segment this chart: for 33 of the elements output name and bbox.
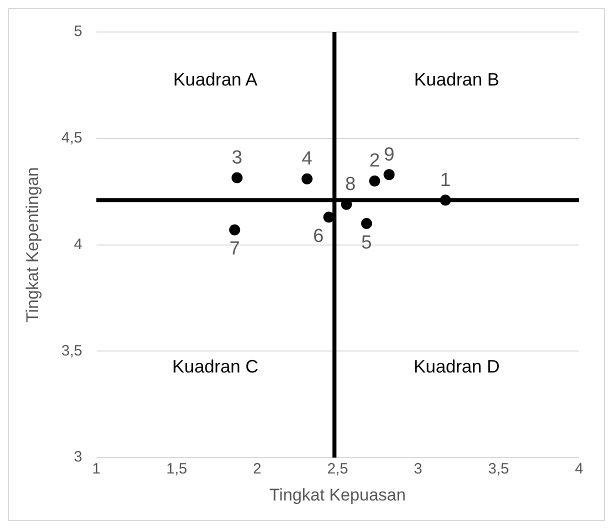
y-axis-title: Tingkat Kepentingan [22,167,42,322]
y-tick-label: 4,5 [61,130,82,147]
annotation: 2 [369,150,380,172]
y-tick-label: 4 [74,236,82,253]
annotation: 4 [302,148,313,170]
annotation: Kuadran D [414,356,500,376]
annotation: Kuadran C [172,356,258,376]
annotation: 5 [361,232,372,254]
x-tick-label: 3,5 [488,460,509,478]
annotation: 3 [232,148,242,168]
x-tick-label: 2 [252,460,262,478]
point [232,172,243,184]
x-tick-label: 3 [414,460,422,478]
annotation: Kuadran B [414,70,500,90]
point [369,175,380,186]
x-tick-label: 1,5 [166,460,188,478]
annotation: 1 [440,170,451,191]
y-tick-label: 5 [74,23,82,40]
point [384,169,395,180]
x-axis-title: Tingkat Kepuasan [269,485,406,504]
x-tick-label: 2,5 [327,460,348,478]
point [229,224,240,236]
x-tick-label: 4 [574,460,584,478]
annotation: 8 [345,174,356,196]
annotation: Kuadran A [173,70,258,90]
annotation: 9 [384,144,394,166]
annotation: 6 [313,226,324,247]
point [302,173,313,184]
y-tick-label: 3 [74,448,82,466]
y-tick-label: 3,5 [61,342,82,360]
point [361,218,372,230]
x-tick-label: 1 [92,460,100,478]
annotation: 7 [229,238,240,260]
